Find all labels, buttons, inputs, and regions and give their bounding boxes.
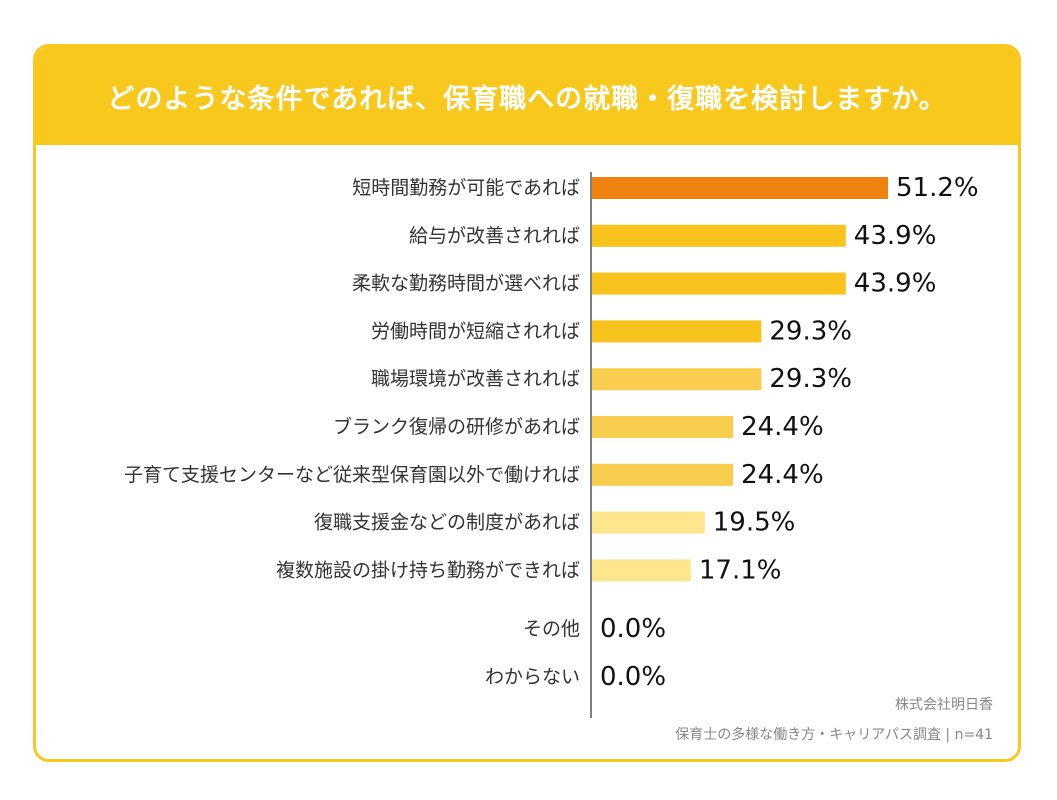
category-label: 柔軟な勤務時間が選べれば — [352, 273, 580, 295]
chart-card: どのような条件であれば、保育職への就職・復職を検討しますか。 — [33, 44, 1021, 762]
source-company: 株式会社明日香 — [895, 697, 993, 713]
category-label: 労働時間が短縮されれば — [371, 320, 580, 342]
category-label: 複数施設の掛け持ち勤務ができれば — [276, 559, 580, 581]
category-label: 復職支援金などの制度があれば — [314, 512, 580, 534]
value-label: 29.3% — [769, 316, 852, 346]
value-label: 43.9% — [854, 269, 937, 299]
bar — [592, 320, 762, 343]
chart-title: どのような条件であれば、保育職への就職・復職を検討しますか。 — [107, 83, 947, 115]
value-label: 43.9% — [854, 221, 937, 251]
value-label: 0.0% — [600, 614, 666, 644]
value-label: 24.4% — [741, 460, 824, 490]
value-label: 0.0% — [600, 662, 666, 692]
bar — [592, 559, 691, 582]
value-label: 24.4% — [741, 412, 824, 442]
category-label: 職場環境が改善されれば — [371, 368, 580, 390]
category-label: ブランク復帰の研修があれば — [333, 415, 580, 438]
category-label: 子育て支援センターなど従来型保育園以外で働ければ — [124, 464, 580, 486]
bar — [592, 272, 846, 295]
bar — [592, 224, 846, 247]
value-label: 19.5% — [713, 508, 796, 538]
category-label: 給与が改善されれば — [409, 225, 580, 247]
source-note: 株式会社明日香 保育士の多様な働き方・キャリアパス調査 | n=41 — [675, 690, 993, 750]
category-label: その他 — [523, 618, 580, 640]
bar — [592, 177, 888, 199]
source-survey: 保育士の多様な働き方・キャリアパス調査 | n=41 — [675, 727, 993, 743]
category-label: 短時間勤務が可能であれば — [352, 177, 580, 199]
value-label: 17.1% — [699, 555, 782, 585]
bar — [592, 463, 734, 486]
value-label: 29.3% — [769, 364, 852, 394]
value-label: 51.2% — [896, 173, 979, 203]
bar — [592, 416, 734, 438]
bar — [592, 511, 705, 534]
bar — [592, 368, 762, 391]
chart-header: どのような条件であれば、保育職への就職・復職を検討しますか。 — [36, 47, 1018, 145]
category-label: わからない — [485, 666, 580, 688]
